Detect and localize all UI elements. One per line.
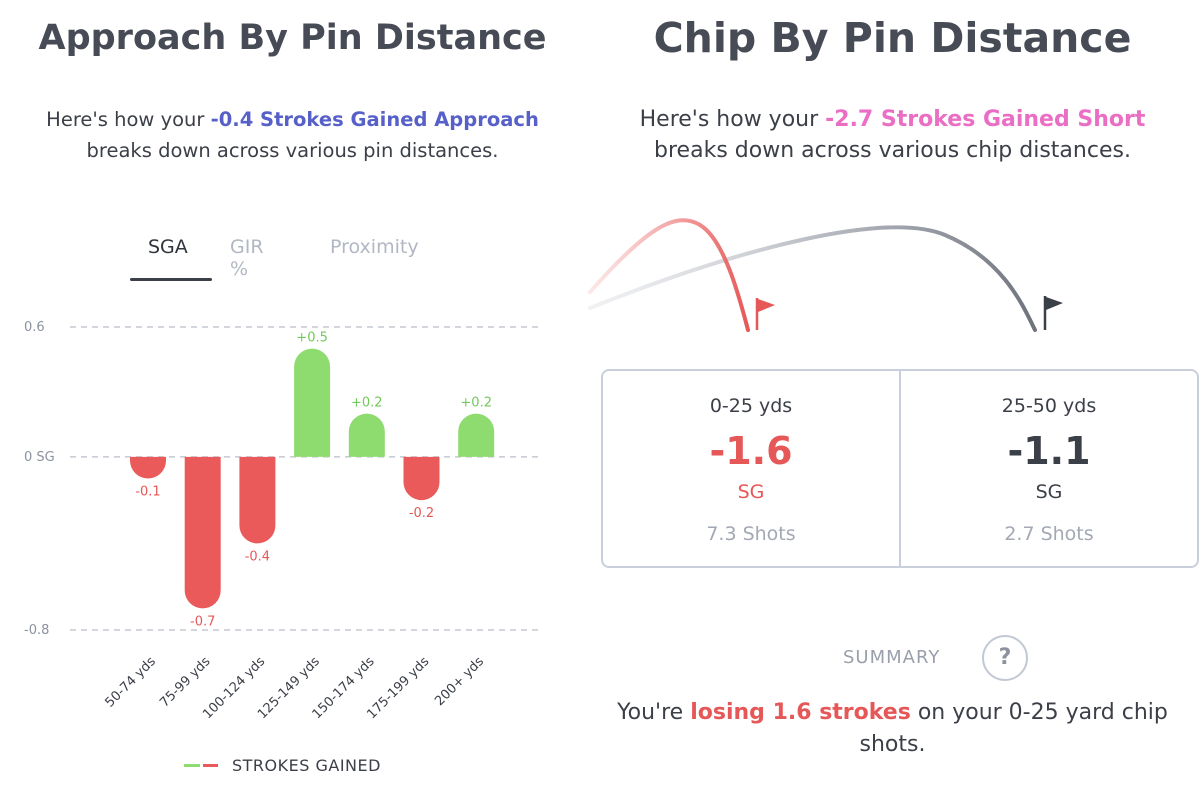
stat-column-25-50: 25-50 yds -1.1 SG 2.7 Shots: [901, 371, 1197, 566]
bar: [294, 348, 331, 457]
data-label: -0.7: [190, 614, 215, 629]
tab-proximity[interactable]: Proximity: [330, 236, 419, 258]
bar: [239, 456, 276, 544]
y-tick-label: 0 SG: [24, 450, 55, 465]
approach-subtitle-post: breaks down across various pin distances…: [86, 139, 499, 162]
approach-subtitle-highlight: -0.4 Strokes Gained Approach: [210, 108, 539, 131]
long-chip-arc: [588, 225, 1037, 332]
chip-subtitle-pre: Here's how your: [639, 107, 826, 132]
legend-label: STROKES GAINED: [232, 756, 381, 775]
data-label: -0.1: [135, 485, 160, 500]
stat-shots: 7.3 Shots: [706, 523, 796, 545]
summary-highlight: losing 1.6 strokes: [690, 700, 911, 725]
summary-text: You're losing 1.6 strokes on your 0-25 y…: [585, 697, 1200, 761]
strokes-gained-bar-chart: 0.6 0 SG -0.8 -0.1 50-74 yds -0.7 75-99 yds -0.…: [24, 320, 538, 722]
approach-subtitle: Here's how your -0.4 Strokes Gained Appr…: [0, 104, 585, 166]
summary-pre: You're: [617, 700, 691, 725]
bar: [348, 413, 385, 457]
stat-unit: SG: [737, 481, 765, 503]
y-tick-label: 0.6: [24, 320, 45, 335]
chip-panel: Chip By Pin Distance Here's how your -2.…: [585, 0, 1200, 800]
stat-value: -1.6: [709, 429, 793, 473]
summary-post: on your 0-25 yard chip shots.: [859, 700, 1168, 757]
bar: [130, 456, 166, 479]
chart-legend: STROKES GAINED: [184, 756, 381, 775]
stat-shots: 2.7 Shots: [1004, 523, 1094, 545]
bar: [458, 413, 495, 457]
legend-swatch: [184, 764, 218, 767]
tab-sga[interactable]: SGA: [148, 236, 188, 258]
help-button[interactable]: ?: [982, 635, 1028, 681]
y-tick-label: -0.8: [24, 623, 49, 638]
data-label: +0.2: [460, 396, 492, 411]
stat-column-0-25: 0-25 yds -1.6 SG 7.3 Shots: [603, 371, 901, 566]
x-tick-label: 50-74 yds: [103, 654, 159, 710]
chip-subtitle: Here's how your -2.7 Strokes Gained Shor…: [585, 104, 1200, 166]
data-label: -0.4: [245, 549, 270, 564]
question-mark-icon: ?: [998, 645, 1012, 670]
approach-panel: Approach By Pin Distance Here's how your…: [0, 0, 585, 800]
chip-subtitle-post: breaks down across various chip distance…: [654, 138, 1131, 163]
approach-title: Approach By Pin Distance: [38, 18, 547, 58]
chip-stats-card: 0-25 yds -1.6 SG 7.3 Shots 25-50 yds -1.…: [601, 369, 1199, 568]
tab-gir-percent[interactable]: GIR %: [230, 236, 264, 280]
flag-icon: [1043, 296, 1063, 330]
approach-subtitle-pre: Here's how your: [46, 108, 211, 131]
data-label: +0.2: [351, 396, 383, 411]
summary-label: SUMMARY: [843, 647, 941, 668]
short-chip-arc: [588, 218, 750, 332]
x-tick-label: 200+ yds: [432, 654, 487, 709]
x-tick-label: 75-99 yds: [157, 654, 213, 710]
chip-subtitle-highlight: -2.7 Strokes Gained Short: [825, 107, 1146, 132]
bar: [184, 456, 221, 609]
stat-range: 25-50 yds: [1001, 395, 1097, 417]
stat-unit: SG: [1035, 481, 1063, 503]
data-label: +0.5: [296, 331, 328, 346]
summary-row: SUMMARY ?: [585, 635, 1200, 681]
data-label: -0.2: [409, 506, 434, 521]
chip-trajectory-illustration: [588, 218, 1063, 332]
chip-title: Chip By Pin Distance: [653, 14, 1132, 62]
stat-range: 0-25 yds: [709, 395, 793, 417]
bar: [403, 456, 440, 501]
active-tab-underline: [130, 278, 212, 281]
stat-value: -1.1: [1007, 429, 1091, 473]
flag-icon: [755, 298, 775, 330]
